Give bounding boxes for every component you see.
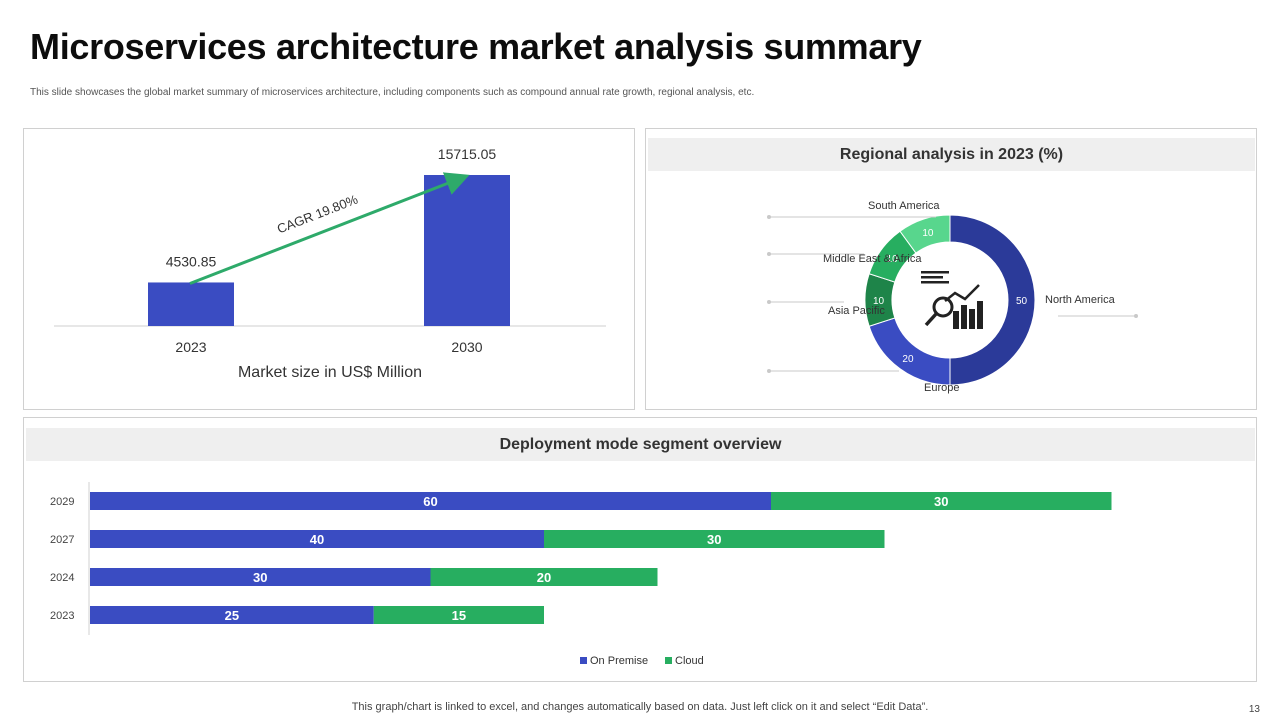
bar-segment-cloud (771, 492, 1112, 510)
bar-segment-on-premise (90, 530, 544, 548)
bar-value-label: 30 (253, 570, 267, 585)
legend-label: Cloud (675, 655, 704, 667)
y-tick-label: 2023 (50, 610, 74, 622)
cagr-label: CAGR 19.80% (275, 191, 360, 236)
bar-value-label: 30 (934, 494, 948, 509)
bar-value-label: 15715.05 (438, 146, 497, 162)
legend-label: On Premise (590, 655, 648, 667)
slice-value-label: 10 (873, 296, 885, 307)
regional-analysis-panel: Regional analysis in 2023 (%) 50 North Am… (645, 128, 1257, 410)
bar-segment-cloud (544, 530, 885, 548)
cagr-arrow (189, 172, 470, 285)
x-tick-label: 2023 (175, 339, 206, 355)
bar-value-label: 20 (537, 570, 551, 585)
x-axis-title: Market size in US$ Million (238, 364, 422, 381)
icon-trend (944, 284, 980, 302)
bar-segment-on-premise (90, 606, 374, 624)
bar-2023 (148, 282, 234, 326)
bar-segment-on-premise (90, 568, 431, 586)
leader-dot (767, 369, 771, 373)
slice-value-label: 10 (887, 254, 899, 265)
slice-category-label: Europe (924, 382, 959, 394)
bar-value-label: 40 (310, 532, 324, 547)
icon-line (921, 276, 943, 279)
icon-bar (953, 311, 959, 329)
leader-dot (767, 215, 771, 219)
legend-swatch-0 (580, 657, 587, 664)
market-size-chart[interactable]: 4530.85 2023 15715.05 2030 Market size in US… (24, 129, 636, 411)
leader-dot (1134, 314, 1138, 318)
slice-category-label: Asia Pacific (828, 305, 885, 317)
slice-value-label: 20 (902, 354, 914, 365)
y-tick-label: 2027 (50, 534, 74, 546)
leader-dot (767, 252, 771, 256)
slice-category-label: Middle East & Africa (823, 253, 922, 265)
bar-value-label: 30 (707, 532, 721, 547)
legend-swatch-1 (665, 657, 672, 664)
x-tick-label: 2030 (451, 339, 482, 355)
donut-slice-1 (868, 317, 951, 386)
market-size-panel: 4530.85 2023 15715.05 2030 Market size in US… (23, 128, 635, 410)
bar-value-label: 15 (452, 608, 466, 623)
bar-value-label: 4530.85 (166, 253, 217, 269)
slice-value-label: 50 (1016, 296, 1028, 307)
slice-value-label: 10 (922, 228, 934, 239)
bar-segment-cloud (430, 568, 658, 586)
page-subtitle: This slide showcases the global market s… (30, 87, 755, 98)
icon-bar (977, 301, 983, 329)
market-analysis-icon (921, 271, 983, 329)
slice-category-label: South America (868, 200, 940, 212)
bar-value-label: 25 (225, 608, 239, 623)
deployment-stacked-bar-chart[interactable]: 2029 60 30 2027 40 30 2024 30 20 2023 25 15 On Premi… (24, 418, 1258, 683)
deployment-mode-title: Deployment mode segment overview (26, 428, 1255, 461)
donut-slice-0 (949, 214, 1036, 386)
bar-value-label: 60 (423, 494, 437, 509)
icon-line (921, 281, 949, 284)
deployment-mode-panel: Deployment mode segment overview 2029 60 3… (23, 417, 1257, 682)
footer-note: This graph/chart is linked to excel, and… (351, 701, 929, 713)
page-title: Microservices architecture market analys… (30, 26, 922, 67)
bar-2030 (424, 175, 510, 326)
icon-bar (961, 305, 967, 329)
y-tick-label: 2029 (50, 496, 74, 508)
icon-line (921, 271, 949, 274)
slice-category-label: North America (1045, 294, 1116, 306)
icon-bar (969, 309, 975, 329)
y-tick-label: 2024 (50, 572, 74, 584)
regional-analysis-title: Regional analysis in 2023 (%) (648, 138, 1255, 171)
leader-dot (767, 300, 771, 304)
donut-slice-4 (899, 214, 951, 254)
bar-segment-on-premise (90, 492, 771, 510)
icon-magnifier-handle (924, 312, 938, 327)
icon-magnifier-lens (932, 296, 954, 318)
bar-segment-cloud (373, 606, 544, 624)
page-number: 13 (1248, 704, 1260, 715)
